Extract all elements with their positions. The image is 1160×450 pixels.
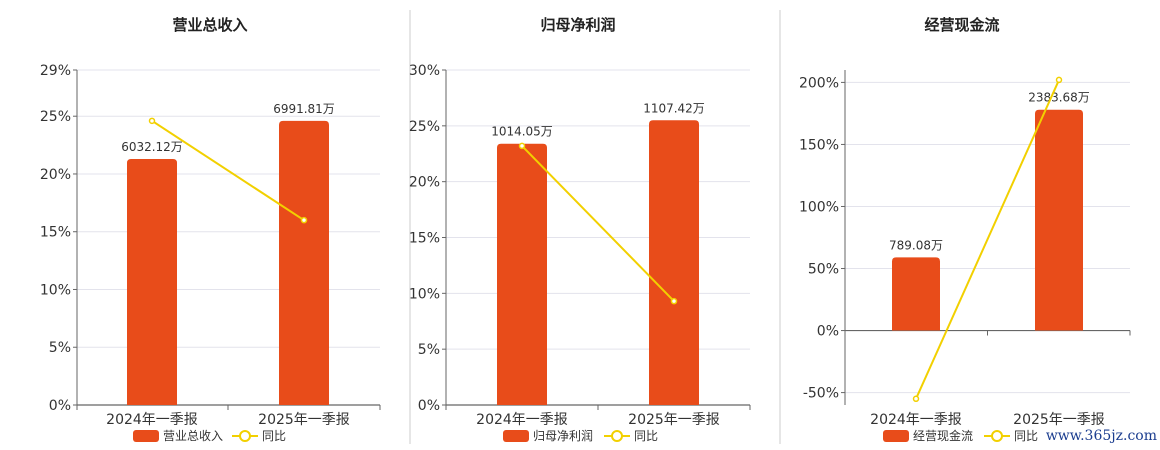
legend-bar-swatch xyxy=(503,430,529,442)
legend-line-marker xyxy=(991,430,1003,442)
legend-bar-label: 经营现金流 xyxy=(913,428,973,443)
bar-data-label: 789.08万 xyxy=(889,238,943,252)
legend-bar-swatch xyxy=(883,430,909,442)
y-tick-label: 20% xyxy=(409,175,440,191)
yoy-point xyxy=(912,395,920,403)
bar xyxy=(127,158,177,405)
y-tick-label: 200% xyxy=(799,75,839,91)
bar-data-label: 1107.42万 xyxy=(643,101,705,115)
yoy-point xyxy=(1055,76,1063,84)
y-tick-label: 150% xyxy=(799,137,839,153)
y-tick-label: 25% xyxy=(40,109,71,125)
yoy-point xyxy=(670,297,678,305)
bar xyxy=(649,120,699,405)
bar xyxy=(892,257,940,331)
bar-data-label: 6032.12万 xyxy=(121,140,183,154)
legend-bar-label: 营业总收入 xyxy=(163,429,223,443)
y-tick-label: 30% xyxy=(409,63,440,79)
bar xyxy=(497,143,547,405)
chart-title: 营业总收入 xyxy=(172,16,247,34)
x-category-label: 2024年一季报 xyxy=(870,412,962,428)
y-tick-label: 0% xyxy=(817,324,839,340)
chart-panel-1: 营业总收入 0% 5% 10% 15% 20% 25% 29% 2024年一季报 2025年一季报… xyxy=(40,16,381,443)
legend-line-label: 同比 xyxy=(262,429,286,443)
y-tick-label: 15% xyxy=(409,231,440,247)
y-tick-label: 100% xyxy=(799,199,839,215)
bar-data-label: 1014.05万 xyxy=(491,125,553,139)
yoy-point xyxy=(518,142,526,150)
y-tick-label: 5% xyxy=(418,342,440,358)
yoy-point xyxy=(300,216,308,224)
x-category-label: 2024年一季报 xyxy=(106,412,198,428)
legend-line-label: 同比 xyxy=(634,429,658,443)
legend-bar-label: 归母净利润 xyxy=(533,429,593,443)
yoy-line xyxy=(915,79,1060,400)
chart-panel-2: 归母净利润 0% 5% 10% 15% 20% 25% 30% 2024年一季报 2025年一季报… xyxy=(409,16,751,443)
legend-bar-swatch xyxy=(133,430,159,442)
chart-title: 经营现金流 xyxy=(924,16,999,34)
bar xyxy=(279,120,329,406)
y-tick-label: 20% xyxy=(40,167,71,183)
y-tick-label: 29% xyxy=(40,63,71,79)
y-tick-label: 50% xyxy=(808,262,839,278)
bar-data-label: 6991.81万 xyxy=(273,102,335,116)
watermark: www.365jz.com xyxy=(1046,428,1157,444)
yoy-line xyxy=(521,145,675,302)
x-category-label: 2025年一季报 xyxy=(628,412,720,428)
chart-panel-3: 经营现金流 -50% 0% 50% 100% 150% 200% 2024年一季报 2025年一… xyxy=(799,16,1131,443)
bar-data-label: 2383.68万 xyxy=(1028,91,1090,105)
legend-line-marker xyxy=(239,430,251,442)
x-category-label: 2024年一季报 xyxy=(476,412,568,428)
y-tick-label: 10% xyxy=(40,282,71,298)
bar xyxy=(1035,109,1083,331)
x-category-label: 2025年一季报 xyxy=(258,412,350,428)
legend-line-marker xyxy=(611,430,623,442)
y-tick-label: 5% xyxy=(49,340,71,356)
y-tick-label: 15% xyxy=(40,225,71,241)
y-tick-label: 10% xyxy=(409,286,440,302)
x-category-label: 2025年一季报 xyxy=(1013,412,1105,428)
y-tick-label: 25% xyxy=(409,119,440,135)
yoy-line xyxy=(151,119,305,222)
y-tick-label: 0% xyxy=(418,398,440,414)
chart-title: 归母净利润 xyxy=(540,16,615,34)
yoy-point xyxy=(148,117,156,125)
legend-line-label: 同比 xyxy=(1014,429,1038,443)
y-tick-label: 0% xyxy=(49,398,71,414)
y-tick-label: -50% xyxy=(803,386,839,402)
